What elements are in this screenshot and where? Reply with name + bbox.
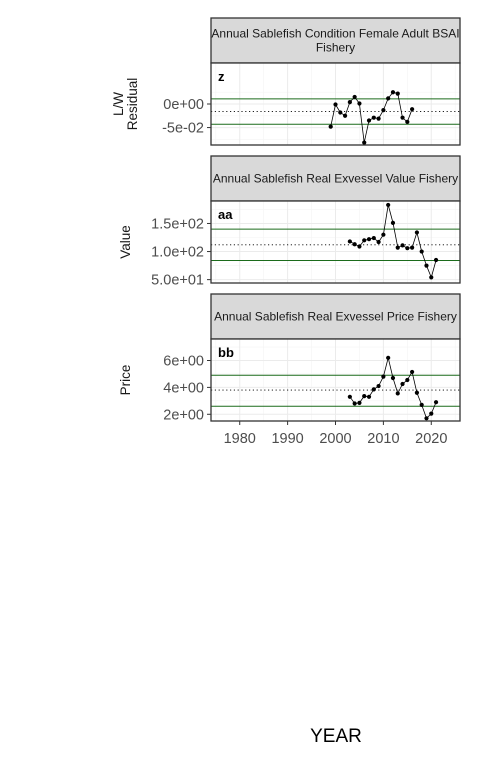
data-point bbox=[390, 375, 396, 381]
facet-panel-3: Annual Sablefish Real Exvessel Price Fis… bbox=[118, 293, 461, 447]
data-point bbox=[410, 107, 415, 112]
y-axis-label: L/W bbox=[111, 92, 126, 116]
data-point bbox=[390, 220, 396, 226]
facet-panel-1: Annual Sablefish Condition Female Adult … bbox=[111, 17, 461, 146]
data-point bbox=[357, 101, 362, 106]
data-point bbox=[357, 244, 362, 249]
data-point bbox=[362, 238, 367, 243]
facet-strip-title: Annual Sablefish Real Exvessel Price Fis… bbox=[214, 310, 457, 324]
data-point bbox=[386, 355, 391, 360]
data-point bbox=[405, 119, 410, 125]
x-tick-label: 1990 bbox=[271, 431, 303, 447]
data-point bbox=[366, 118, 372, 123]
data-point bbox=[424, 263, 429, 268]
data-point bbox=[376, 116, 381, 121]
facet-panel-2: Annual Sablefish Real Exvessel Value Fis… bbox=[118, 155, 461, 289]
x-tick-label: 2010 bbox=[367, 431, 399, 447]
panel-tag: bb bbox=[218, 345, 234, 360]
data-point bbox=[371, 387, 376, 392]
data-point bbox=[371, 235, 376, 241]
data-point bbox=[433, 257, 439, 263]
data-point bbox=[405, 377, 410, 383]
data-point bbox=[381, 374, 386, 379]
data-point bbox=[390, 90, 396, 95]
data-point bbox=[342, 113, 348, 118]
data-point bbox=[400, 115, 405, 120]
data-point bbox=[381, 108, 386, 113]
data-point bbox=[424, 416, 429, 421]
data-point bbox=[362, 140, 367, 145]
data-point bbox=[333, 102, 338, 107]
x-axis-title: YEAR bbox=[310, 726, 362, 747]
y-tick-label: 4e+00 bbox=[163, 380, 204, 396]
facet-strip-title: Annual Sablefish Condition Female Adult … bbox=[211, 27, 459, 41]
panel-tag: z bbox=[218, 69, 225, 84]
data-point bbox=[414, 390, 420, 395]
y-tick-label: 0e+00 bbox=[163, 97, 204, 113]
data-point bbox=[419, 402, 424, 407]
data-point bbox=[419, 249, 424, 254]
data-point bbox=[405, 246, 410, 251]
y-tick-label: -5e-02 bbox=[162, 121, 204, 137]
facet-strip bbox=[210, 155, 461, 202]
data-point bbox=[429, 275, 434, 280]
data-point bbox=[357, 400, 362, 405]
data-point bbox=[429, 411, 434, 416]
data-point bbox=[352, 242, 357, 247]
panel-border bbox=[210, 200, 461, 284]
data-point bbox=[338, 110, 343, 115]
data-point bbox=[433, 400, 439, 405]
data-point bbox=[362, 394, 367, 399]
data-point bbox=[386, 96, 391, 101]
panel-tag: aa bbox=[218, 207, 233, 222]
facet-strip bbox=[210, 293, 461, 340]
data-point bbox=[410, 245, 415, 250]
data-point bbox=[352, 94, 357, 100]
data-point bbox=[328, 124, 333, 129]
data-point bbox=[400, 243, 405, 248]
y-tick-label: 1.0e+02 bbox=[151, 245, 204, 261]
data-point bbox=[376, 239, 381, 245]
data-point bbox=[366, 394, 372, 399]
data-point bbox=[352, 401, 357, 406]
facet-strip-title: Fishery bbox=[316, 41, 355, 55]
y-tick-label: 5.0e+01 bbox=[151, 273, 204, 289]
x-tick-label: 2000 bbox=[319, 431, 351, 447]
data-point bbox=[376, 383, 381, 389]
y-axis-label: Price bbox=[118, 365, 133, 396]
x-tick-label: 1980 bbox=[224, 431, 256, 447]
data-point bbox=[386, 202, 391, 208]
facet-strip-title: Annual Sablefish Real Exvessel Value Fis… bbox=[213, 172, 458, 186]
y-axis-label: Value bbox=[118, 225, 133, 259]
data-point bbox=[395, 391, 400, 396]
data-point bbox=[414, 230, 420, 235]
data-point bbox=[400, 381, 405, 387]
y-axis-label: Residual bbox=[125, 78, 140, 131]
y-tick-label: 2e+00 bbox=[163, 407, 204, 423]
x-tick-label: 2020 bbox=[415, 431, 447, 447]
data-point bbox=[347, 394, 352, 399]
y-tick-label: 1.5e+02 bbox=[151, 216, 204, 232]
facet-strip bbox=[210, 17, 461, 64]
data-point bbox=[347, 100, 352, 105]
data-point bbox=[366, 237, 372, 242]
data-point bbox=[381, 232, 386, 237]
data-point bbox=[347, 239, 352, 244]
data-point bbox=[371, 115, 376, 120]
data-point bbox=[410, 369, 415, 375]
y-tick-label: 6e+00 bbox=[163, 354, 204, 370]
data-point bbox=[395, 91, 400, 96]
data-point bbox=[395, 245, 400, 250]
